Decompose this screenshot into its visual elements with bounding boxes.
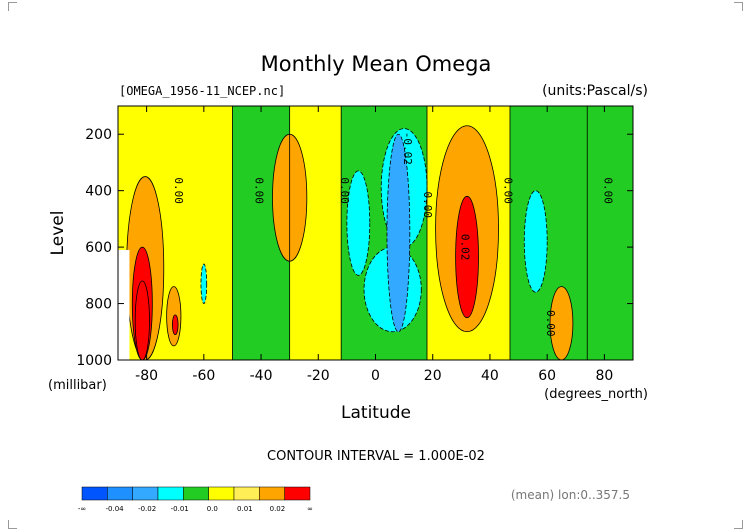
field-region	[134, 280, 150, 360]
x-tick-label: 0	[371, 368, 380, 384]
contour-label: 0.00	[501, 177, 514, 204]
units-label: (units:Pascal/s)	[542, 83, 648, 99]
colorbar-tick-label: 0.02	[270, 505, 286, 513]
y-axis-label: Level	[48, 211, 68, 256]
x-tick-label: 40	[481, 368, 499, 384]
contour-label: 0.00	[421, 192, 434, 219]
x-units-label: (degrees_north)	[544, 387, 648, 402]
chart-title: Monthly Mean Omega	[261, 52, 492, 76]
crop-mark-top-right	[734, 2, 743, 11]
field-region	[455, 195, 479, 319]
y-tick-label: 800	[85, 297, 112, 313]
x-tick-label: -60	[192, 368, 215, 384]
crop-mark-top-left	[8, 2, 17, 11]
y-tick-label: 200	[85, 127, 112, 143]
x-tick-label: -20	[307, 368, 330, 384]
y-tick-label: 400	[85, 184, 112, 200]
contour-label: 0.00	[338, 177, 351, 204]
colorbar-swatch	[233, 486, 260, 501]
contour-label: 0.00	[601, 177, 614, 204]
y-tick-label: 600	[85, 240, 112, 256]
colorbar-tick-label: 0.01	[237, 505, 253, 513]
y-units-label: (millibar)	[48, 378, 107, 393]
field-region	[346, 170, 371, 276]
colorbar-swatch	[208, 486, 235, 501]
axes: -80 -60 -40 -20 0 20 40 60 80 200 400 600 800 1000	[76, 106, 633, 384]
colorbar-tick-label: -0.04	[106, 505, 125, 513]
field-region	[171, 314, 179, 336]
crop-mark-bottom-right	[734, 520, 743, 529]
field-region	[523, 190, 548, 293]
colorbar-swatch	[284, 486, 311, 501]
colorbar-swatch	[157, 486, 184, 501]
contour-labels: 0.00 0.00 0.00 -0.02 0.00 0.02 0.00 0.00 0.00	[172, 132, 614, 337]
colorbar-tick-label: -0.02	[138, 505, 156, 513]
contour-field	[118, 106, 633, 360]
field-band	[509, 106, 588, 360]
colorbar-tick-label: 0.0	[207, 505, 218, 513]
y-tick-label: 1000	[76, 353, 112, 369]
colorbar-swatch	[259, 486, 285, 501]
x-tick-label: 60	[538, 368, 556, 384]
crop-mark-bottom-left	[8, 520, 17, 529]
field-band	[587, 106, 633, 360]
colorbar-swatch	[81, 486, 108, 501]
x-tick-label: -80	[135, 368, 158, 384]
colorbar: -∞ -0.04 -0.02 -0.01 0.0 0.01 0.02 ∞	[78, 486, 313, 513]
colorbar-tick-label: -∞	[78, 505, 86, 513]
contour-label: 0.00	[544, 310, 557, 337]
x-tick-label: -40	[250, 368, 273, 384]
colorbar-swatch	[132, 486, 159, 501]
mean-label: (mean) lon:0..357.5	[511, 488, 630, 502]
x-tick-label: 20	[424, 368, 442, 384]
x-tick-label: 80	[595, 368, 613, 384]
contour-label: 0.00	[252, 177, 265, 204]
file-label: [OMEGA_1956-11_NCEP.nc]	[119, 84, 285, 98]
colorbar-tick-label: ∞	[307, 505, 313, 513]
missing-data-patch	[118, 249, 130, 360]
contour-interval-label: CONTOUR INTERVAL = 1.000E-02	[267, 449, 485, 464]
contour-label: 0.00	[172, 177, 185, 204]
x-axis-label: Latitude	[341, 403, 411, 423]
contour-label: 0.02	[458, 234, 471, 261]
contour-label: -0.02	[401, 132, 414, 165]
field-region	[200, 263, 208, 304]
colorbar-tick-label: -0.01	[171, 505, 189, 513]
colorbar-swatch	[107, 486, 133, 501]
field-region	[386, 133, 411, 333]
colorbar-swatch	[183, 486, 209, 501]
